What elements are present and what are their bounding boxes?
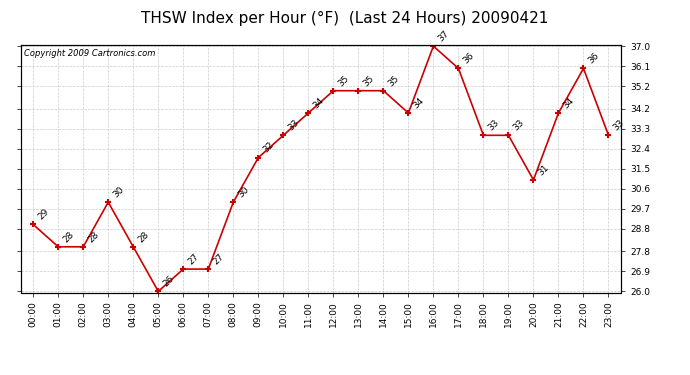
- Text: 27: 27: [211, 252, 226, 266]
- Text: 33: 33: [486, 118, 501, 132]
- Text: 30: 30: [236, 185, 250, 200]
- Text: 27: 27: [186, 252, 201, 266]
- Text: 30: 30: [111, 185, 126, 200]
- Text: 28: 28: [86, 230, 101, 244]
- Text: 31: 31: [536, 163, 551, 177]
- Text: 33: 33: [511, 118, 526, 132]
- Text: THSW Index per Hour (°F)  (Last 24 Hours) 20090421: THSW Index per Hour (°F) (Last 24 Hours)…: [141, 11, 549, 26]
- Text: 28: 28: [136, 230, 150, 244]
- Text: 36: 36: [461, 51, 475, 66]
- Text: 34: 34: [561, 96, 575, 110]
- Text: 35: 35: [386, 74, 401, 88]
- Text: 37: 37: [436, 29, 451, 44]
- Text: 33: 33: [286, 118, 301, 132]
- Text: 32: 32: [261, 140, 275, 155]
- Text: 36: 36: [586, 51, 601, 66]
- Text: 34: 34: [311, 96, 326, 110]
- Text: 28: 28: [61, 230, 75, 244]
- Text: 35: 35: [336, 74, 351, 88]
- Text: 26: 26: [161, 274, 175, 289]
- Text: 35: 35: [361, 74, 375, 88]
- Text: 29: 29: [36, 207, 50, 222]
- Text: 33: 33: [611, 118, 626, 132]
- Text: 34: 34: [411, 96, 426, 110]
- Text: Copyright 2009 Cartronics.com: Copyright 2009 Cartronics.com: [23, 49, 155, 58]
